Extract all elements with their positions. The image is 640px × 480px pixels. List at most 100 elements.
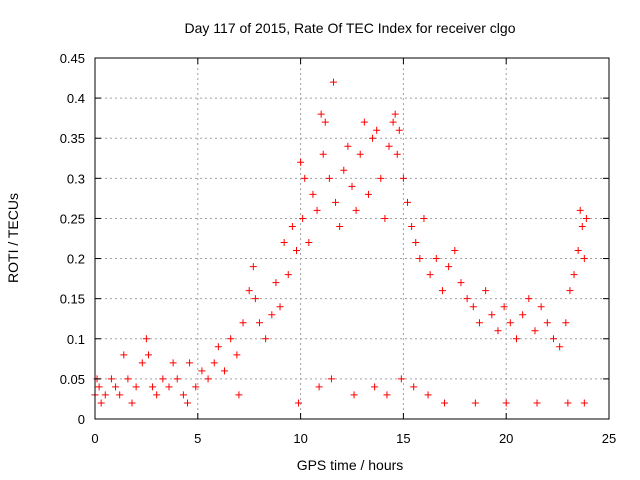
data-point bbox=[463, 295, 471, 303]
data-point bbox=[471, 399, 479, 407]
data-point bbox=[369, 134, 377, 142]
data-point bbox=[169, 359, 177, 367]
data-point bbox=[494, 327, 502, 335]
data-point bbox=[364, 190, 372, 198]
data-point bbox=[107, 375, 115, 383]
x-tick-label: 15 bbox=[396, 431, 410, 446]
data-point bbox=[179, 391, 187, 399]
data-point bbox=[381, 214, 389, 222]
data-point bbox=[262, 335, 270, 343]
data-point bbox=[332, 198, 340, 206]
data-point bbox=[566, 287, 574, 295]
data-point bbox=[543, 319, 551, 327]
data-point bbox=[475, 319, 483, 327]
y-tick-label: 0.45 bbox=[60, 51, 85, 66]
data-point bbox=[432, 255, 440, 263]
data-point bbox=[173, 375, 181, 383]
data-point bbox=[329, 78, 337, 86]
data-point bbox=[210, 359, 218, 367]
data-point bbox=[149, 383, 157, 391]
data-point bbox=[408, 222, 416, 230]
data-point bbox=[549, 335, 557, 343]
x-tick-label: 20 bbox=[499, 431, 513, 446]
data-point bbox=[441, 399, 449, 407]
data-point bbox=[574, 247, 582, 255]
data-point bbox=[562, 319, 570, 327]
grid-lines bbox=[95, 58, 609, 419]
data-point bbox=[397, 375, 405, 383]
data-point bbox=[315, 383, 323, 391]
data-point bbox=[227, 335, 235, 343]
data-point bbox=[348, 182, 356, 190]
data-point bbox=[576, 206, 584, 214]
data-point bbox=[317, 110, 325, 118]
data-point bbox=[512, 335, 520, 343]
data-point bbox=[344, 142, 352, 150]
chart-title: Day 117 of 2015, Rate Of TEC Index for r… bbox=[185, 20, 516, 36]
y-tick-label: 0.4 bbox=[67, 91, 85, 106]
data-point bbox=[416, 255, 424, 263]
data-point bbox=[371, 383, 379, 391]
data-point bbox=[249, 263, 257, 271]
data-point bbox=[391, 110, 399, 118]
data-point bbox=[389, 118, 397, 126]
y-tick-label: 0.25 bbox=[60, 211, 85, 226]
y-tick-label: 0.3 bbox=[67, 171, 85, 186]
y-tick-label: 0.2 bbox=[67, 252, 85, 267]
data-point bbox=[533, 399, 541, 407]
data-point bbox=[327, 375, 335, 383]
data-point bbox=[295, 399, 303, 407]
y-axis-label: ROTI / TECUs bbox=[5, 193, 21, 283]
plot-frame bbox=[94, 57, 610, 420]
data-point bbox=[138, 359, 146, 367]
data-point bbox=[412, 239, 420, 247]
data-point bbox=[276, 303, 284, 311]
y-tick-label: 0.35 bbox=[60, 131, 85, 146]
data-marks bbox=[91, 78, 590, 407]
data-point bbox=[128, 399, 136, 407]
data-point bbox=[383, 391, 391, 399]
data-point bbox=[301, 174, 309, 182]
data-point bbox=[506, 319, 514, 327]
data-point bbox=[424, 391, 432, 399]
y-tick-label: 0.05 bbox=[60, 372, 85, 387]
data-point bbox=[297, 158, 305, 166]
data-point bbox=[404, 198, 412, 206]
data-point bbox=[144, 351, 152, 359]
data-point bbox=[245, 287, 253, 295]
data-point bbox=[132, 383, 140, 391]
data-point bbox=[101, 391, 109, 399]
data-point bbox=[235, 391, 243, 399]
data-point bbox=[272, 279, 280, 287]
data-point bbox=[186, 359, 194, 367]
data-point bbox=[292, 247, 300, 255]
data-point bbox=[204, 375, 212, 383]
data-point bbox=[438, 287, 446, 295]
data-point bbox=[580, 255, 588, 263]
data-point bbox=[239, 319, 247, 327]
data-point bbox=[97, 399, 105, 407]
x-axis-label: GPS time / hours bbox=[297, 457, 404, 473]
data-point bbox=[153, 391, 161, 399]
x-tick-label: 0 bbox=[91, 431, 98, 446]
data-point bbox=[268, 311, 276, 319]
data-point bbox=[488, 311, 496, 319]
data-point bbox=[420, 214, 428, 222]
data-point bbox=[500, 303, 508, 311]
data-point bbox=[165, 383, 173, 391]
data-point bbox=[350, 391, 358, 399]
data-point bbox=[299, 214, 307, 222]
data-point bbox=[395, 126, 403, 134]
data-point bbox=[120, 351, 128, 359]
data-point bbox=[124, 375, 132, 383]
data-point bbox=[469, 303, 477, 311]
y-tick-label: 0.1 bbox=[67, 332, 85, 347]
data-point bbox=[352, 206, 360, 214]
data-point bbox=[192, 383, 200, 391]
data-point bbox=[95, 383, 103, 391]
data-point bbox=[116, 391, 124, 399]
data-point bbox=[336, 222, 344, 230]
data-point bbox=[373, 126, 381, 134]
data-point bbox=[233, 351, 241, 359]
